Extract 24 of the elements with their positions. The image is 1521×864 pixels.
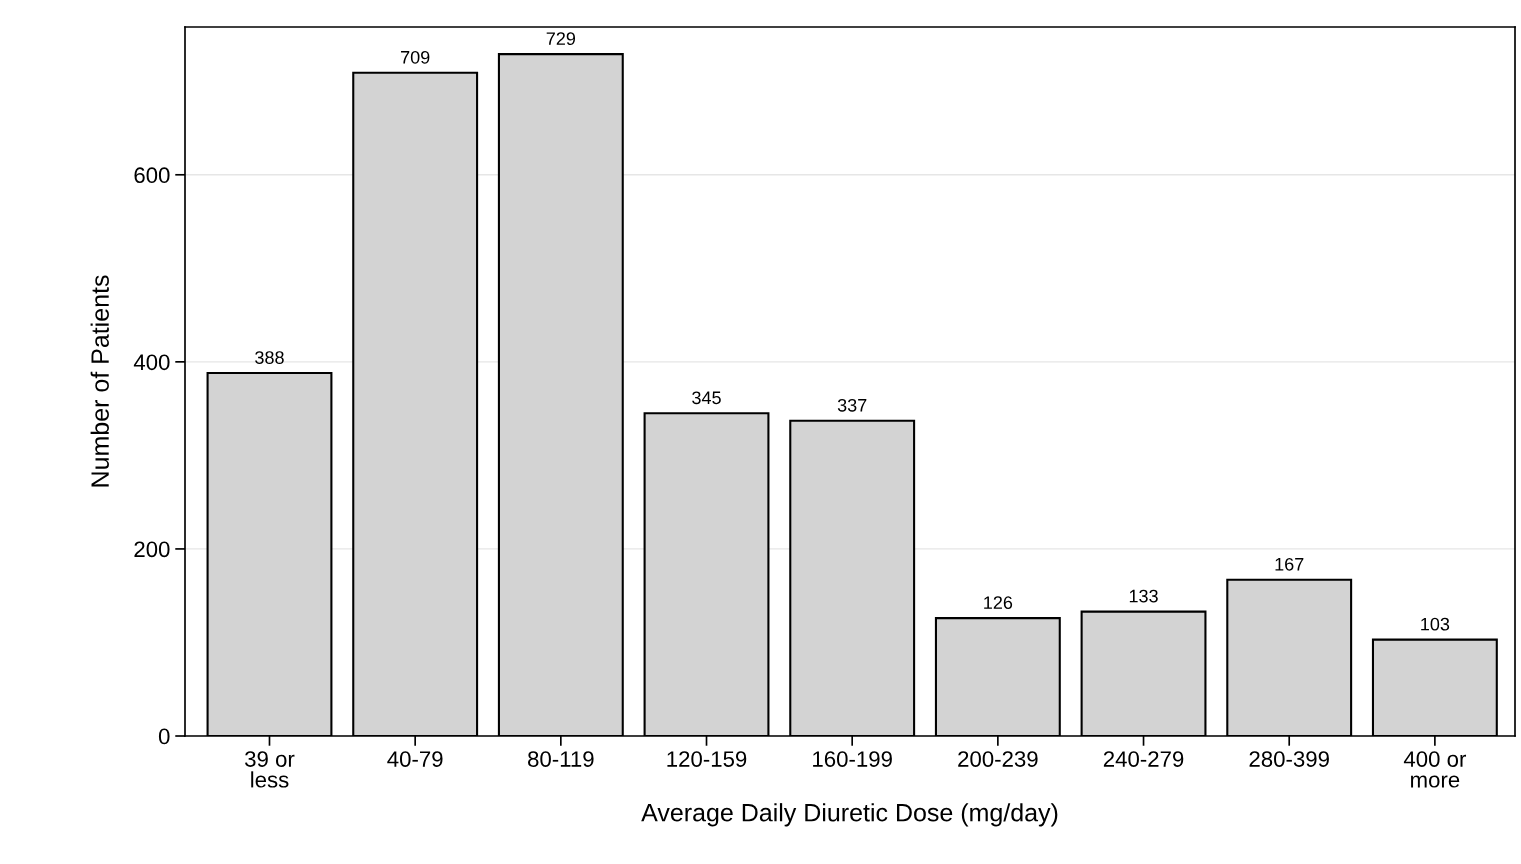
y-tick-label: 600 — [134, 167, 170, 184]
x-tick-label: 160-199 — [813, 751, 892, 767]
y-tick-label: 200 — [134, 541, 170, 558]
data-label: 126 — [984, 596, 1013, 610]
data-label: 103 — [1421, 617, 1450, 631]
x-tick-label: 80-119 — [528, 751, 594, 767]
y-tick-label: 400 — [133, 354, 170, 371]
x-axis-title: Average Daily Diuretic Dose (mg/day) — [641, 803, 1058, 827]
data-label: 729 — [546, 32, 576, 45]
data-label: 709 — [401, 50, 430, 64]
data-label: 388 — [255, 351, 284, 364]
x-tick-label: 400 or more — [1403, 751, 1467, 788]
x-tick-label: 120-159 — [667, 751, 747, 767]
x-tick-label: 280-399 — [1249, 751, 1329, 767]
y-axis-title: Number of Patients — [90, 275, 109, 487]
x-tick-label: 240-279 — [1103, 751, 1184, 767]
data-label: 167 — [1275, 557, 1304, 571]
x-tick-label: 200-239 — [958, 751, 1038, 767]
y-tick-label: 0 — [158, 728, 170, 745]
x-tick-label: 40-79 — [387, 751, 443, 767]
data-label: 133 — [1129, 589, 1158, 603]
data-label: 337 — [837, 398, 867, 412]
x-tick-label: 39 or less — [245, 751, 295, 788]
data-label: 345 — [692, 391, 721, 405]
